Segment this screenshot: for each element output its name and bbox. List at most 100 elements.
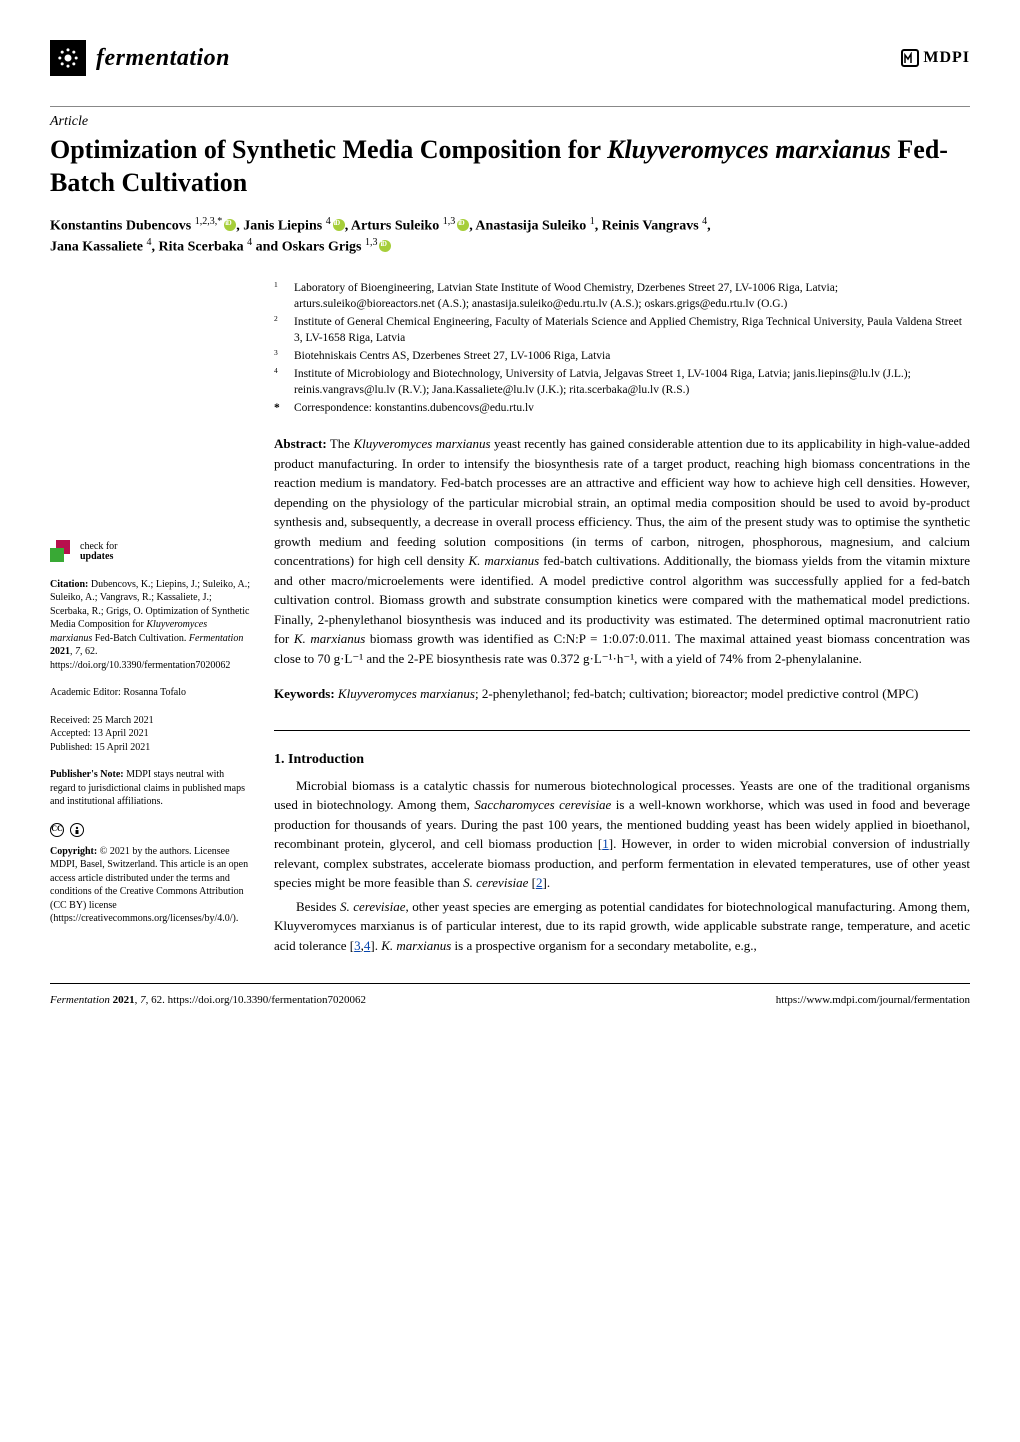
orcid-icon[interactable]: [224, 219, 236, 231]
cc-circle-icon: CC: [50, 823, 64, 837]
abstract-em2: K. marxianus: [468, 553, 539, 568]
abstract-t4: biomass growth was identified as C:N:P =…: [274, 631, 970, 666]
by-circle-icon: [70, 823, 84, 837]
corr-star: *: [274, 400, 284, 416]
p1em2: S. cerevisiae: [463, 875, 528, 890]
sidebar: check for updates Citation: Dubencovs, K…: [50, 280, 250, 960]
received-label: Received:: [50, 715, 92, 726]
header-rule: [50, 106, 970, 107]
sep: , Arturs Suleiko: [345, 219, 443, 234]
affil-num: 3: [274, 348, 278, 357]
abstract-label: Abstract:: [274, 436, 327, 451]
section-heading: 1. Introduction: [274, 749, 970, 770]
affil-text: Laboratory of Bioengineering, Latvian St…: [294, 280, 970, 312]
sep: , Reinis Vangravs: [595, 219, 702, 234]
affil-text: Institute of Microbiology and Biotechnol…: [294, 366, 970, 398]
intro-p2: Besides S. cerevisiae, other yeast speci…: [274, 897, 970, 956]
section-rule: [274, 730, 970, 731]
correspondence-row: * Correspondence: konstantins.dubencovs@…: [274, 400, 970, 416]
check-updates-label: check for updates: [80, 542, 117, 562]
editor-block: Academic Editor: Rosanna Tofalo: [50, 686, 250, 700]
two-column-layout: check for updates Citation: Dubencovs, K…: [50, 280, 970, 960]
p2em2: K. marxianus: [381, 938, 451, 953]
affil-num: 4: [274, 366, 278, 375]
check-label-line2: updates: [80, 551, 113, 562]
check-updates-widget[interactable]: check for updates: [50, 540, 250, 564]
keywords-label: Keywords:: [274, 686, 335, 701]
affiliations-block: 1 Laboratory of Bioengineering, Latvian …: [274, 280, 970, 417]
cc-text: CC: [51, 824, 63, 835]
sep: , Rita Scerbaka: [151, 240, 247, 255]
check-updates-icon: [50, 540, 74, 564]
copyright-label: Copyright:: [50, 846, 97, 857]
accepted-label: Accepted:: [50, 728, 93, 739]
sep: , Janis Liepins: [236, 219, 325, 234]
abstract-em3: K. marxianus: [294, 631, 365, 646]
article-type: Article: [50, 111, 970, 132]
p1e: ].: [542, 875, 550, 890]
orcid-icon[interactable]: [379, 240, 391, 252]
sep: and Oskars Grigs: [252, 240, 365, 255]
citation-text-b: Fed-Batch Cultivation.: [92, 633, 189, 644]
copyright-block: Copyright: © 2021 by the authors. Licens…: [50, 845, 250, 926]
affil-num: 2: [274, 314, 278, 323]
author-list: Konstantins Dubencovs 1,2,3,* , Janis Lie…: [50, 215, 970, 258]
keywords-t2: ; 2-phenylethanol; fed-batch; cultivatio…: [475, 686, 918, 701]
affiliation-4: 4 Institute of Microbiology and Biotechn…: [274, 366, 970, 398]
abstract-em1: Kluyveromyces marxianus: [353, 436, 490, 451]
citation-journal: Fermentation: [189, 633, 243, 644]
footer: Fermentation 2021, 7, 62. https://doi.or…: [50, 983, 970, 1009]
affiliation-1: 1 Laboratory of Bioengineering, Latvian …: [274, 280, 970, 312]
title-prefix: Optimization of Synthetic Media Composit…: [50, 135, 607, 164]
published-label: Published:: [50, 742, 95, 753]
affil-text: Institute of General Chemical Engineerin…: [294, 314, 970, 346]
author-1-affil: 1,2,3,: [195, 216, 218, 227]
header: fermentation MDPI: [50, 40, 970, 76]
author-1-corr: *: [217, 216, 222, 227]
footer-right[interactable]: https://www.mdpi.com/journal/fermentatio…: [776, 992, 970, 1009]
footer-left: Fermentation 2021, 7, 62. https://doi.or…: [50, 992, 366, 1009]
citation-year: 2021: [50, 646, 70, 657]
p2d: ].: [370, 938, 381, 953]
affil-num: 1: [274, 280, 278, 289]
abstract-t1: The: [327, 436, 354, 451]
journal-name: fermentation: [96, 40, 230, 76]
footer-journal: Fermentation: [50, 994, 110, 1006]
main-column: 1 Laboratory of Bioengineering, Latvian …: [274, 280, 970, 960]
affil-text: Biotehniskais Centrs AS, Dzerbenes Stree…: [294, 348, 970, 364]
abstract-t2: yeast recently has gained considerable a…: [274, 436, 970, 568]
affiliation-3: 3 Biotehniskais Centrs AS, Dzerbenes Str…: [274, 348, 970, 364]
footer-vol: 7: [140, 994, 146, 1006]
sep: ,: [707, 219, 711, 234]
dates-block: Received: 25 March 2021 Accepted: 13 Apr…: [50, 714, 250, 755]
orcid-icon[interactable]: [333, 219, 345, 231]
accepted-date: 13 April 2021: [93, 728, 149, 739]
published-date: 15 April 2021: [95, 742, 151, 753]
abstract-block: Abstract: The Kluyveromyces marxianus ye…: [274, 434, 970, 668]
author-3-affil: 1,3: [443, 216, 456, 227]
p2e: is a prospective organism for a secondar…: [451, 938, 757, 953]
journal-logo-icon: [50, 40, 86, 76]
license-badge-row: CC: [50, 823, 250, 837]
received-date: 25 March 2021: [92, 715, 153, 726]
publisher-name: MDPI: [923, 46, 970, 70]
p1em1: Saccharomyces cerevisiae: [474, 797, 611, 812]
orcid-icon[interactable]: [457, 219, 469, 231]
keywords-block: Keywords: Kluyveromyces marxianus; 2-phe…: [274, 684, 970, 704]
keywords-em1: Kluyveromyces marxianus: [338, 686, 475, 701]
intro-p1: Microbial biomass is a catalytic chassis…: [274, 776, 970, 893]
editor-label: Academic Editor:: [50, 687, 123, 698]
sep: , Anastasija Suleiko: [469, 219, 590, 234]
mdpi-mark-icon: [901, 49, 919, 67]
title-organism: Kluyveromyces marxianus: [607, 135, 891, 164]
article-title: Optimization of Synthetic Media Composit…: [50, 134, 970, 199]
publishers-note-block: Publisher's Note: MDPI stays neutral wit…: [50, 768, 250, 809]
footer-year: 2021: [113, 994, 135, 1006]
p1d: [: [528, 875, 536, 890]
copyright-text: © 2021 by the authors. Licensee MDPI, Ba…: [50, 846, 248, 925]
author-1: Konstantins Dubencovs: [50, 219, 195, 234]
page: fermentation MDPI Article Optimization o…: [0, 0, 1020, 1039]
citation-label: Citation:: [50, 579, 88, 590]
pubnote-label: Publisher's Note:: [50, 769, 124, 780]
journal-brand: fermentation: [50, 40, 230, 76]
